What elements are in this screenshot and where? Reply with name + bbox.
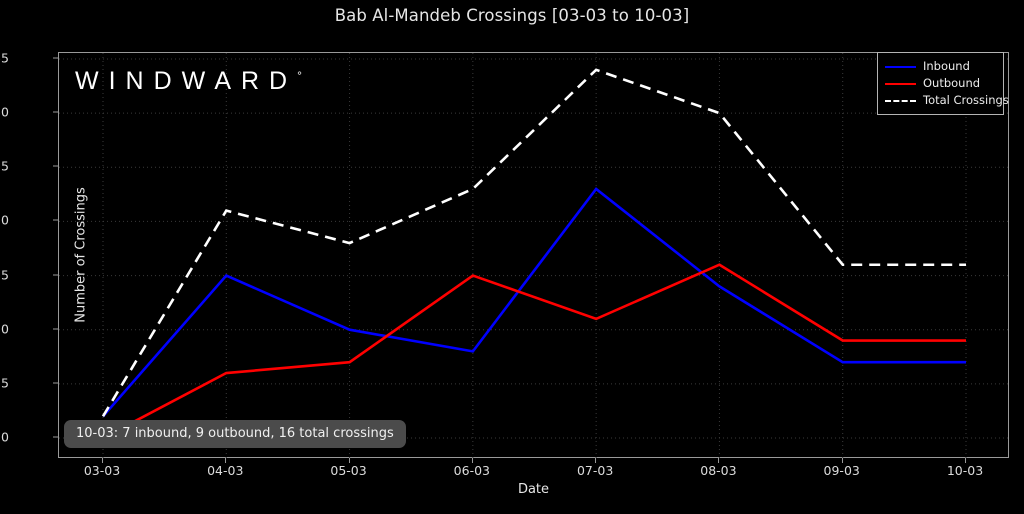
y-tick-mark [53, 219, 58, 221]
x-tick-label: 09-03 [823, 463, 860, 478]
plot-svg [59, 53, 1010, 459]
y-tick-label: 30 [0, 104, 9, 120]
legend-swatch-icon [885, 78, 916, 89]
y-tick-label: 5 [1, 375, 9, 391]
y-tick-label: 10 [0, 321, 9, 337]
y-tick-mark [53, 382, 58, 384]
y-tick-mark [53, 111, 58, 113]
x-tick-label: 04-03 [207, 463, 244, 478]
y-tick-mark [53, 328, 58, 330]
x-tick-label: 03-03 [83, 463, 121, 478]
x-tick-label: 10-03 [946, 463, 984, 478]
y-tick-label: 25 [0, 158, 9, 174]
chart-legend[interactable]: Inbound Outbound Total Crossings [877, 52, 1009, 115]
x-tick-mark [225, 458, 227, 463]
legend-item-outbound[interactable]: Outbound [885, 76, 996, 91]
series-line-total-crossings [101, 68, 966, 418]
legend-item-total-crossings[interactable]: Total Crossings [885, 93, 1009, 108]
x-tick-mark [471, 458, 473, 463]
gridlines [59, 53, 1010, 459]
y-tick-mark [53, 436, 58, 438]
x-tick-mark [718, 458, 720, 463]
y-tick-label: 20 [0, 212, 9, 228]
chart-tooltip: 10-03: 7 inbound, 9 outbound, 16 total c… [64, 420, 406, 448]
y-tick-mark [53, 274, 58, 276]
x-tick-label: 05-03 [330, 463, 367, 478]
y-tick-mark [53, 165, 58, 167]
x-tick-mark [102, 458, 103, 463]
x-axis-label: Date [517, 482, 550, 497]
series-lines [101, 68, 966, 440]
legend-item-inbound[interactable]: Inbound [885, 59, 996, 74]
series-line-inbound [102, 187, 966, 418]
x-tick-mark [965, 458, 966, 463]
chart-title: Bab Al-Mandeb Crossings [03-03 to 10-03] [334, 6, 690, 25]
y-tick-label: 15 [0, 267, 9, 283]
legend-swatch-icon [885, 95, 916, 106]
legend-label: Inbound [923, 59, 970, 73]
series-line-outbound [102, 263, 966, 440]
x-tick-label: 08-03 [700, 463, 737, 478]
y-tick-mark [53, 57, 58, 59]
x-tick-label: 07-03 [576, 463, 614, 478]
legend-label: Outbound [923, 76, 981, 90]
plot-area: Number of Crossings [58, 52, 1010, 459]
x-tick-mark [595, 458, 597, 463]
legend-swatch-icon [885, 61, 916, 72]
y-tick-label: 35 [0, 50, 9, 66]
x-tick-mark [348, 458, 350, 463]
x-tick-mark [841, 458, 843, 463]
y-axis-label: Number of Crossings [73, 187, 89, 323]
y-tick-label: 0 [1, 429, 9, 445]
x-tick-label: 06-03 [453, 463, 490, 478]
legend-label: Total Crossings [923, 93, 1009, 107]
